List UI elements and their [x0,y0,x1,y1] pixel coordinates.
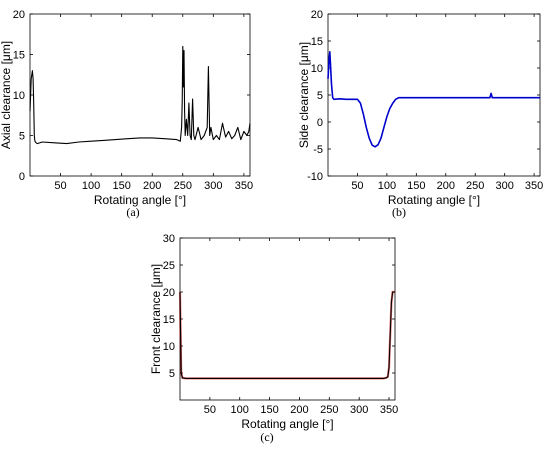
y-tick-label: 5 [19,131,25,143]
chart-panel-2: 50 100 150 200 250 300 350 5 10 15 20 25 30 Rotating … [149,233,398,431]
x-tick-label: 150 [407,180,425,192]
plot-frame [179,237,396,401]
chart-panel-0: 50 100 150 200 250 300 350 0 5 10 15 20 Rotating ang… [0,9,253,207]
x-tick-label: 150 [112,180,130,192]
plot-frame [327,13,541,177]
y-tick-label: -5 [313,144,323,156]
y-tick-label: 20 [311,9,323,21]
x-tick-label: 300 [204,180,222,192]
chart-panel-1: 50 100 150 200 250 300 350 -10 -5 0 5 10 15 20 Rotatin… [297,9,543,207]
x-tick-label: 250 [174,180,192,192]
x-tick-label: 350 [380,404,398,416]
y-tick-label: 30 [163,233,175,245]
x-tick-label: 350 [525,180,543,192]
x-tick-label: 50 [204,404,216,416]
x-tick-label: 100 [378,180,396,192]
series-line-0 [179,291,395,379]
y-tick-label: 5 [317,90,323,102]
x-tick-label: 250 [466,180,484,192]
y-axis-label: Front clearance [μm] [149,264,163,374]
x-tick-label: 200 [437,180,455,192]
x-axis-label: Rotating angle [°] [388,193,480,207]
x-tick-label: 50 [351,180,363,192]
y-axis-label: Axial clearance [μm] [0,41,13,149]
y-tick-label: 15 [13,50,25,62]
panel-caption-c: (c) [260,430,274,444]
plot-frame [29,13,251,177]
y-tick-label: 15 [163,314,175,326]
x-tick-label: 200 [290,404,308,416]
x-tick-label: 300 [350,404,368,416]
panel-caption-a: (a) [126,205,140,219]
y-tick-label: -10 [307,171,323,183]
x-axis-label: Rotating angle [°] [94,193,186,207]
y-tick-label: 0 [19,171,25,183]
x-axis-label: Rotating angle [°] [241,417,333,431]
y-axis-label: Side clearance [μm] [297,42,311,148]
y-tick-label: 10 [13,90,25,102]
panel-caption-b: (b) [392,205,406,219]
y-tick-label: 25 [163,260,175,272]
y-tick-label: 20 [163,287,175,299]
x-tick-label: 150 [260,404,278,416]
x-tick-label: 250 [320,404,338,416]
series-highlight [178,290,395,380]
y-tick-label: 15 [311,36,323,48]
x-tick-label: 200 [143,180,161,192]
series-line-0 [327,50,540,148]
y-tick-label: 10 [311,63,323,75]
x-tick-label: 100 [231,404,249,416]
y-tick-label: 0 [317,117,323,129]
y-tick-label: 10 [163,341,175,353]
y-tick-label: 5 [169,368,175,380]
x-tick-label: 300 [495,180,513,192]
x-tick-label: 100 [82,180,100,192]
x-tick-label: 350 [235,180,253,192]
x-tick-label: 50 [54,180,66,192]
y-tick-label: 20 [13,9,25,21]
series-line-0 [29,45,251,145]
